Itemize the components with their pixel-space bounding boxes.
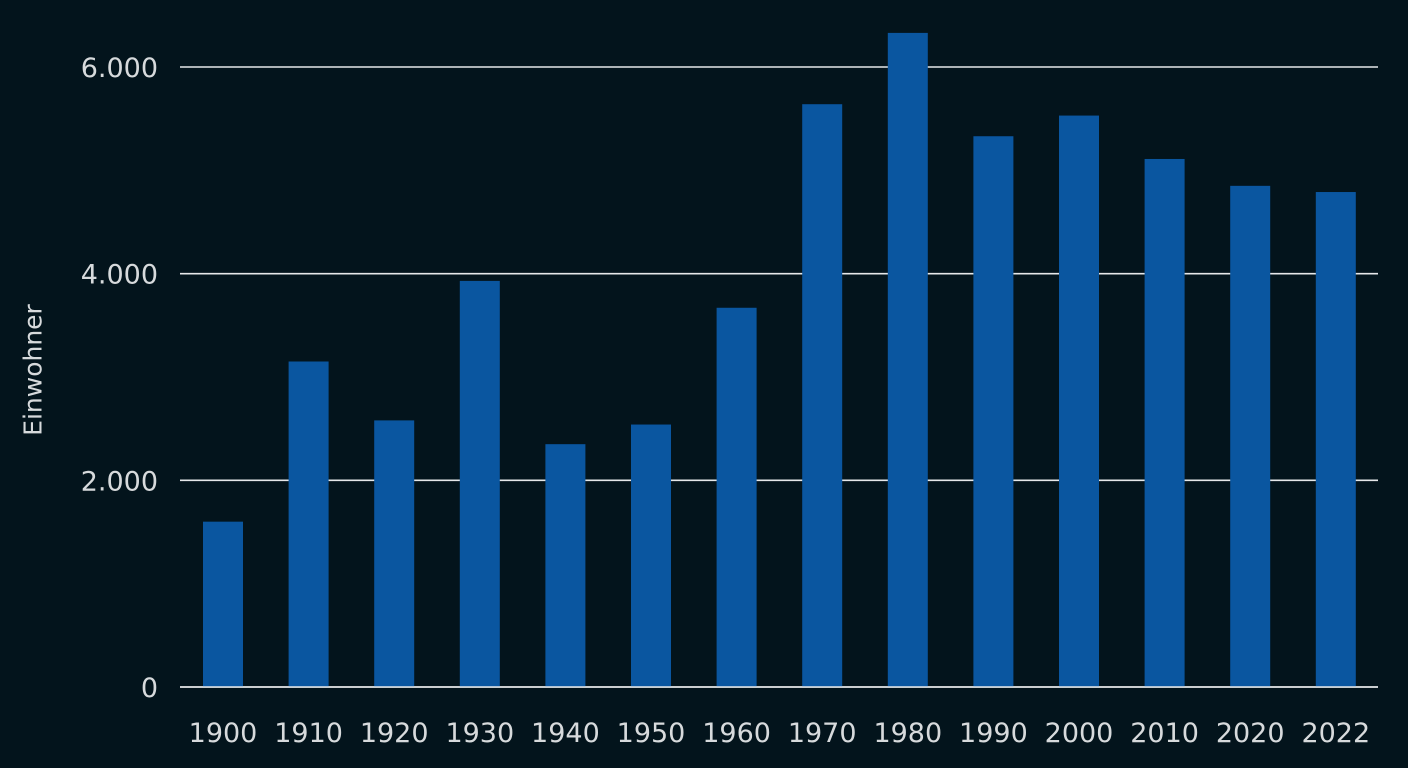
x-tick-label: 1960 <box>702 718 771 749</box>
x-tick-label: 1920 <box>360 718 429 749</box>
y-tick-label: 2.000 <box>81 466 158 497</box>
bar-1930 <box>459 280 500 687</box>
x-tick-label: 1950 <box>617 718 686 749</box>
x-tick-label: 1900 <box>189 718 258 749</box>
y-tick-label: 4.000 <box>81 260 158 291</box>
y-tick-label: 0 <box>141 673 158 704</box>
x-tick-label: 1980 <box>873 718 942 749</box>
bar-1950 <box>631 424 671 687</box>
x-tick-label: 2020 <box>1216 718 1285 749</box>
gridlines <box>180 66 1378 688</box>
bar-2000 <box>1059 115 1099 688</box>
bar-1940 <box>545 444 586 687</box>
x-tick-label: 2000 <box>1045 718 1114 749</box>
bar-2022 <box>1315 192 1356 688</box>
x-tick-label: 1910 <box>274 718 343 749</box>
bars <box>180 32 1378 688</box>
x-axis-ticks: 1900 1910 1920 1930 1940 1950 1960 1970 1980 1990… <box>189 718 1371 749</box>
y-axis-label: Einwohner <box>18 304 48 436</box>
bar-1910 <box>288 361 329 687</box>
bar-1990 <box>973 136 1014 687</box>
bar-2020 <box>1230 185 1271 688</box>
bar-1960 <box>716 307 757 687</box>
x-tick-label: 2010 <box>1130 718 1199 749</box>
y-tick-label: 6.000 <box>81 53 158 84</box>
x-tick-label: 1990 <box>959 718 1028 749</box>
y-axis-ticks: 0 2.000 4.000 6.000 <box>81 53 158 704</box>
bar-1900 <box>203 521 243 687</box>
bar-1970 <box>802 104 843 687</box>
x-tick-label: 1940 <box>531 718 600 749</box>
x-tick-label: 1970 <box>788 718 857 749</box>
bar-1980 <box>887 32 928 687</box>
x-tick-label: 1930 <box>445 718 514 749</box>
x-tick-label: 2022 <box>1301 718 1370 749</box>
bar-1920 <box>374 420 415 687</box>
bar-2010 <box>1144 158 1185 687</box>
